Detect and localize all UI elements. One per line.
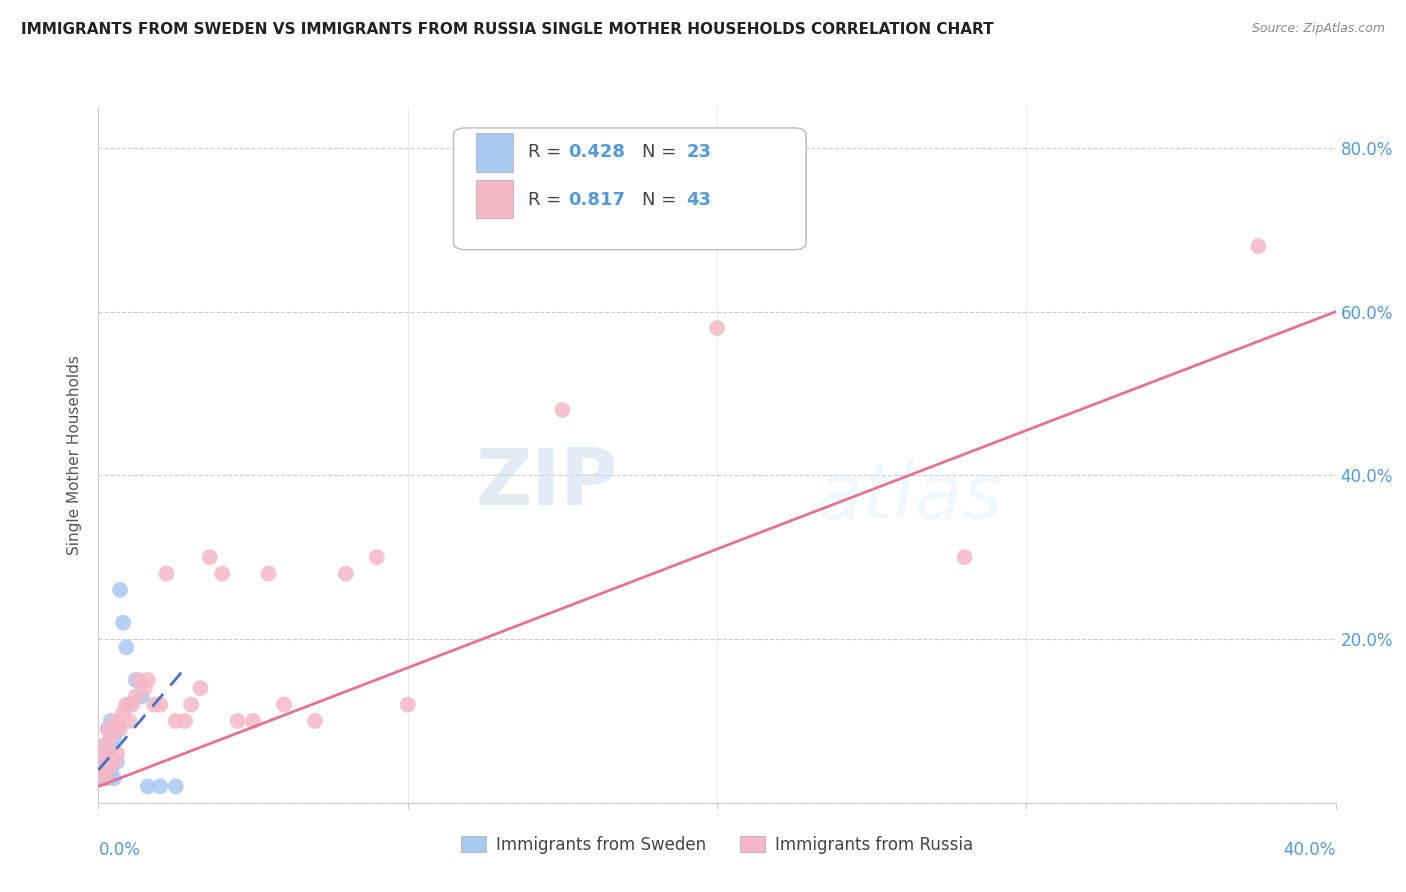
Point — [134, 681, 156, 696]
Point — [136, 780, 159, 794]
Point — [97, 747, 120, 761]
Point — [115, 640, 138, 655]
Point — [108, 722, 131, 736]
Point — [93, 763, 115, 777]
Point — [100, 755, 122, 769]
Point — [155, 566, 177, 581]
Point — [953, 550, 976, 565]
Text: ZIP: ZIP — [475, 445, 619, 521]
Point — [97, 771, 120, 785]
Point — [105, 722, 128, 736]
Point — [149, 780, 172, 794]
Text: IMMIGRANTS FROM SWEDEN VS IMMIGRANTS FROM RUSSIA SINGLE MOTHER HOUSEHOLDS CORREL: IMMIGRANTS FROM SWEDEN VS IMMIGRANTS FRO… — [21, 22, 994, 37]
Point — [124, 690, 146, 704]
Point — [108, 582, 131, 597]
Point — [273, 698, 295, 712]
Point — [105, 714, 128, 728]
Point — [97, 722, 120, 736]
Text: 40.0%: 40.0% — [1284, 841, 1336, 859]
Text: 23: 23 — [686, 144, 711, 161]
Text: 0.428: 0.428 — [568, 144, 626, 161]
FancyBboxPatch shape — [454, 128, 806, 250]
Point — [97, 747, 120, 761]
Point — [103, 771, 125, 785]
Point — [115, 698, 138, 712]
Point — [257, 566, 280, 581]
Y-axis label: Single Mother Households: Single Mother Households — [67, 355, 83, 555]
Point — [100, 731, 122, 745]
Text: atlas: atlas — [815, 458, 1004, 534]
Point — [90, 771, 112, 785]
Point — [124, 673, 146, 687]
Point — [90, 763, 112, 777]
Point — [165, 714, 187, 728]
Point — [100, 739, 122, 753]
Point — [149, 698, 172, 712]
Point — [90, 755, 112, 769]
Point — [105, 755, 128, 769]
Point — [366, 550, 388, 565]
Point — [131, 690, 153, 704]
Point — [136, 673, 159, 687]
Point — [211, 566, 233, 581]
Point — [242, 714, 264, 728]
Point — [105, 747, 128, 761]
Point — [103, 722, 125, 736]
FancyBboxPatch shape — [475, 134, 513, 172]
Text: R =: R = — [527, 144, 567, 161]
Point — [112, 706, 135, 720]
Point — [174, 714, 197, 728]
Point — [190, 681, 212, 696]
Text: N =: N = — [641, 191, 682, 209]
Point — [198, 550, 221, 565]
Point — [93, 739, 115, 753]
Point — [93, 771, 115, 785]
Point — [118, 698, 141, 712]
Point — [143, 698, 166, 712]
Point — [128, 673, 150, 687]
Text: Source: ZipAtlas.com: Source: ZipAtlas.com — [1251, 22, 1385, 36]
Point — [100, 763, 122, 777]
Point — [304, 714, 326, 728]
Text: 0.817: 0.817 — [568, 191, 626, 209]
Text: 0.0%: 0.0% — [98, 841, 141, 859]
Point — [1247, 239, 1270, 253]
Point — [100, 714, 122, 728]
Point — [396, 698, 419, 712]
Text: R =: R = — [527, 191, 567, 209]
Point — [118, 714, 141, 728]
Text: N =: N = — [641, 144, 682, 161]
Point — [93, 739, 115, 753]
Text: 43: 43 — [686, 191, 711, 209]
Legend: Immigrants from Sweden, Immigrants from Russia: Immigrants from Sweden, Immigrants from … — [454, 830, 980, 861]
Point — [103, 731, 125, 745]
Point — [112, 615, 135, 630]
Point — [551, 403, 574, 417]
Point — [165, 780, 187, 794]
Point — [180, 698, 202, 712]
FancyBboxPatch shape — [475, 180, 513, 219]
Point — [226, 714, 249, 728]
Point — [103, 755, 125, 769]
Point — [335, 566, 357, 581]
Point — [97, 722, 120, 736]
Point — [121, 698, 143, 712]
Point — [90, 747, 112, 761]
Point — [706, 321, 728, 335]
Point — [97, 763, 120, 777]
